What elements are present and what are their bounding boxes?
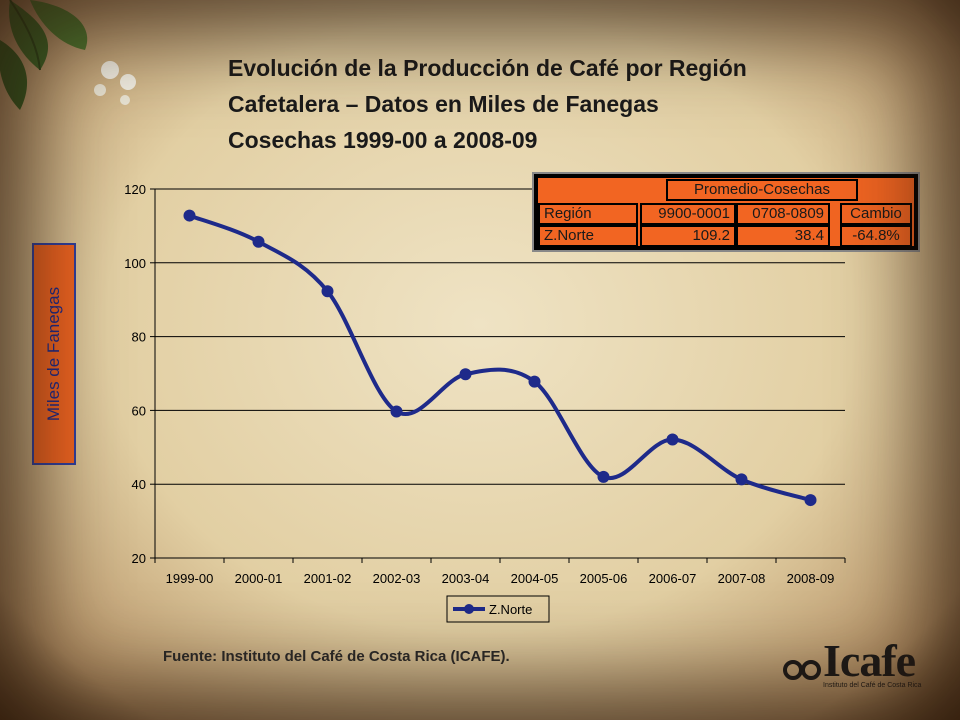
- icafe-logo-name: Icafe: [823, 635, 916, 686]
- y-tick-label-4: 100: [124, 256, 146, 271]
- series-point-0-7: [666, 433, 679, 446]
- x-tick-label-0: 1999-00: [166, 571, 214, 586]
- series-point-0-6: [597, 470, 610, 483]
- x-tick-label-3: 2002-03: [373, 571, 421, 586]
- summary-header-change: Cambio: [840, 203, 912, 225]
- y-tick-label-1: 40: [132, 477, 146, 492]
- series-point-0-4: [459, 368, 472, 381]
- legend-box: [446, 595, 550, 623]
- summary-cell-period-1: 109.2: [640, 225, 736, 247]
- title-line-3: Cosechas 1999-00 a 2008-09: [228, 127, 538, 153]
- summary-cell-region: Z.Norte: [538, 225, 638, 247]
- y-axis-title-box: Miles de Fanegas: [32, 243, 76, 465]
- x-tick-label-6: 2005-06: [580, 571, 628, 586]
- coffee-leaves-decoration: [0, 0, 136, 110]
- summary-header-period-2: 0708-0809: [736, 203, 830, 225]
- summary-cell-period-2: 38.4: [736, 225, 830, 247]
- x-tick-label-8: 2007-08: [718, 571, 766, 586]
- source-note: Fuente: Instituto del Café de Costa Rica…: [163, 648, 510, 665]
- icafe-logo-mark-icon: [783, 660, 821, 680]
- legend-swatch-marker-0: [464, 604, 474, 614]
- x-tick-label-1: 2000-01: [235, 571, 283, 586]
- title-line-2: Cafetalera – Datos en Miles de Fanegas: [228, 91, 659, 117]
- summary-header-period-1: 9900-0001: [640, 203, 736, 225]
- series-point-0-1: [252, 235, 265, 248]
- icafe-logo-subtitle: Instituto del Café de Costa Rica: [823, 682, 922, 689]
- summary-cell-change: -64.8%: [840, 225, 912, 247]
- x-tick-label-4: 2003-04: [442, 571, 490, 586]
- slide-title: Evolución de la Producción de Café por R…: [228, 50, 928, 158]
- y-tick-label-0: 20: [132, 551, 146, 566]
- summary-table: Promedio-Cosechas Región 9900-0001 0708-…: [532, 172, 920, 252]
- x-tick-label-9: 2008-09: [787, 571, 835, 586]
- x-tick-label-5: 2004-05: [511, 571, 559, 586]
- y-tick-label-3: 80: [132, 330, 146, 345]
- series-point-0-9: [804, 494, 817, 507]
- series-point-0-5: [528, 375, 541, 388]
- y-tick-label-2: 60: [132, 403, 146, 418]
- icafe-logo: Icafe Instituto del Café de Costa Rica: [783, 635, 921, 696]
- series-line-0: [188, 213, 812, 502]
- series-point-0-3: [390, 405, 403, 418]
- title-line-1: Evolución de la Producción de Café por R…: [228, 55, 747, 81]
- y-tick-label-5: 120: [124, 182, 146, 197]
- summary-group-header: Promedio-Cosechas: [666, 179, 858, 201]
- series-point-0-2: [321, 285, 334, 298]
- legend-label-0: Z.Norte: [489, 602, 532, 617]
- series-point-0-8: [735, 473, 748, 486]
- x-tick-label-7: 2006-07: [649, 571, 697, 586]
- series-point-0-0: [183, 209, 196, 222]
- summary-header-region: Región: [538, 203, 638, 225]
- x-tick-label-2: 2001-02: [304, 571, 352, 586]
